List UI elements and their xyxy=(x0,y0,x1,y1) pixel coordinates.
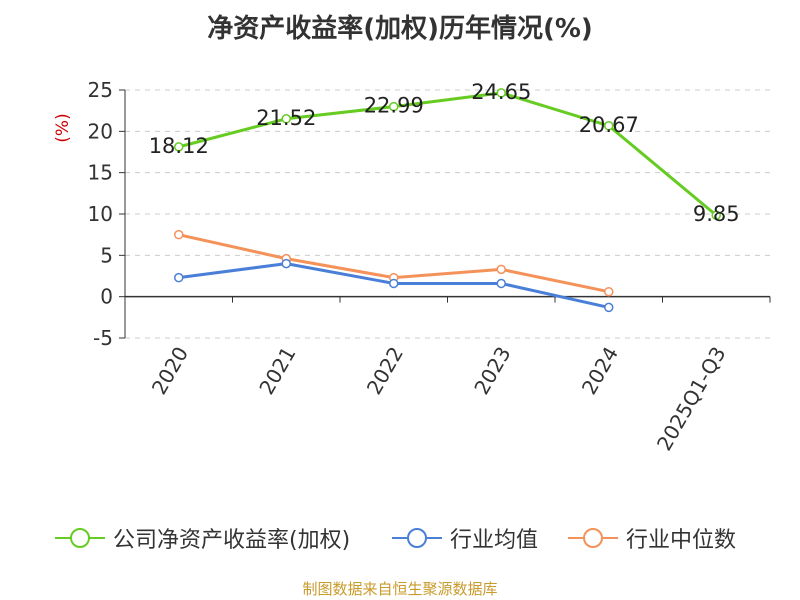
data-point xyxy=(174,142,184,152)
y-tick-label: 25 xyxy=(88,78,113,102)
data-point xyxy=(174,229,184,240)
y-tick-label: 5 xyxy=(100,243,113,267)
source-note: 制图数据来自恒生聚源数据库 xyxy=(302,580,498,598)
y-tick-label: 20 xyxy=(88,119,113,143)
legend-marker-icon xyxy=(392,528,442,548)
data-point xyxy=(496,278,506,289)
legend-marker-icon xyxy=(568,528,618,548)
data-point xyxy=(711,210,721,220)
x-tick-label: 2023 xyxy=(469,343,515,399)
x-tick-label: 2022 xyxy=(362,343,408,399)
x-tick-label: 2020 xyxy=(147,343,193,399)
data-point xyxy=(496,264,506,275)
legend-marker-circle xyxy=(407,528,427,548)
legend: 公司净资产收益率(加权) 行业均值 行业中位数 xyxy=(0,522,800,554)
legend-label: 行业中位数 xyxy=(626,528,737,553)
data-label: 24.65 xyxy=(471,80,531,104)
legend-item[interactable]: 公司净资产收益率(加权) xyxy=(55,522,350,554)
legend-marker-circle xyxy=(583,528,603,548)
data-point xyxy=(496,88,506,98)
data-point xyxy=(389,101,399,112)
data-label: 22.99 xyxy=(364,94,424,118)
data-point xyxy=(281,258,291,269)
series-lines xyxy=(174,88,721,313)
y-tick-label: 15 xyxy=(88,161,113,185)
data-point xyxy=(604,302,614,313)
legend-item[interactable]: 行业中位数 xyxy=(568,522,736,554)
data-label: 9.85 xyxy=(693,202,740,226)
x-axis: 2020 2021 2022 2023 2024 2025Q1-Q3 xyxy=(124,295,771,455)
legend-item[interactable]: 行业均值 xyxy=(392,522,538,554)
data-label: 18.12 xyxy=(149,134,209,158)
data-labels: 18.12 21.52 22.99 24.65 20.67 9.85 xyxy=(149,80,740,226)
y-tick-label: -5 xyxy=(93,326,113,350)
y-tick-label: 0 xyxy=(100,285,113,309)
data-label: 21.52 xyxy=(256,106,316,130)
legend-label: 公司净资产收益率(加权) xyxy=(113,528,351,553)
legend-marker-icon xyxy=(55,528,105,548)
data-label: 20.67 xyxy=(579,113,639,137)
legend-marker-circle xyxy=(70,528,90,548)
data-point xyxy=(174,272,184,283)
data-point xyxy=(281,114,291,124)
data-point xyxy=(604,286,614,297)
x-tick-label: 2021 xyxy=(254,343,300,399)
y-axis-label: (%) xyxy=(53,113,73,142)
chart-title: 净资产收益率(加权)历年情况(%) xyxy=(207,14,593,44)
x-tick-label: 2024 xyxy=(577,343,623,399)
y-axis: 25 20 15 10 5 0 -5 xyxy=(88,78,126,350)
y-tick-label: 10 xyxy=(88,202,113,226)
data-point xyxy=(604,121,614,131)
x-tick-label: 2025Q1-Q3 xyxy=(652,343,731,455)
legend-label: 行业均值 xyxy=(450,528,539,553)
data-point xyxy=(389,278,399,289)
grid-lines xyxy=(125,89,770,339)
series-line xyxy=(178,91,718,217)
